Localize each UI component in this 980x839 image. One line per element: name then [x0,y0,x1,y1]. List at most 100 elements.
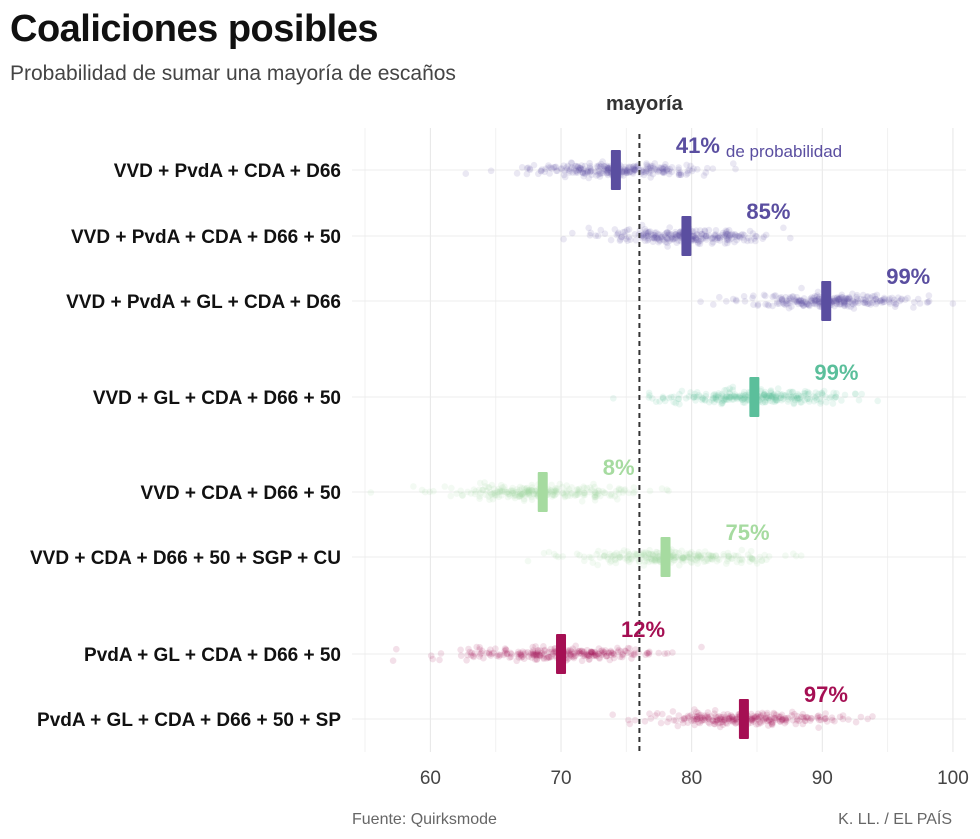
simulation-point [728,713,736,721]
simulation-point [574,486,582,493]
simulation-point [528,487,535,495]
simulation-point [803,300,810,307]
simulation-point [778,296,786,304]
simulation-point [791,298,799,305]
simulation-point [645,232,652,239]
simulation-point [817,400,824,407]
simulation-point [591,648,599,656]
simulation-point [674,232,682,240]
simulation-point [801,396,808,404]
simulation-point [716,723,724,731]
simulation-point [692,234,700,242]
simulation-point [737,231,745,239]
simulation-point [735,393,743,401]
simulation-point [709,717,716,724]
simulation-point [618,233,625,241]
simulation-point [485,649,493,656]
simulation-point [692,227,700,234]
simulation-point [490,649,497,657]
simulation-point [590,652,597,659]
simulation-point [476,650,484,658]
simulation-point [663,229,671,236]
simulation-point [599,488,606,495]
simulation-point [795,300,802,308]
simulation-point [523,484,531,492]
simulation-point [524,649,531,656]
simulation-point [759,235,766,242]
simulation-point [509,484,516,492]
simulation-point [740,391,747,398]
simulation-point [881,298,888,306]
simulation-point [533,655,541,663]
simulation-point [718,718,726,726]
simulation-point [735,233,743,240]
simulation-point [548,488,556,496]
simulation-point [670,393,678,401]
simulation-point [591,489,599,497]
simulation-point [851,390,859,398]
simulation-point [546,654,554,661]
simulation-point [851,298,859,306]
simulation-point [541,168,548,176]
simulation-point [649,238,657,245]
median-bar [681,216,692,256]
simulation-point [815,712,822,719]
simulation-point [494,489,502,496]
simulation-point [839,715,847,723]
simulation-point [817,716,825,724]
simulation-point [725,236,733,244]
simulation-point [615,551,623,558]
simulation-point [758,557,766,565]
simulation-point [631,716,639,724]
simulation-point [701,227,709,234]
simulation-point [691,393,698,401]
simulation-point [812,297,819,304]
simulation-point [553,167,560,175]
simulation-point [835,298,843,306]
simulation-point [627,236,634,243]
simulation-point [814,713,821,720]
simulation-point [525,490,532,498]
simulation-point [506,492,514,499]
simulation-point [666,237,673,244]
simulation-point [739,230,746,238]
simulation-point [521,651,528,658]
simulation-point [599,158,606,165]
simulation-point [496,488,504,495]
simulation-point [750,718,757,725]
simulation-point [804,714,812,722]
simulation-point [763,392,771,400]
simulation-point [864,293,872,300]
simulation-point [840,299,848,307]
simulation-point [662,238,669,246]
simulation-point [695,709,702,717]
simulation-point [723,228,731,235]
simulation-point [724,239,731,247]
simulation-point [799,720,807,728]
simulation-point [925,292,933,299]
simulation-point [695,552,703,560]
simulation-point [492,645,499,652]
simulation-point [503,488,511,496]
simulation-point [467,490,475,497]
simulation-point [760,390,768,398]
simulation-point [543,655,551,662]
simulation-point [552,485,559,492]
simulation-point [523,170,531,178]
simulation-point [504,650,511,658]
simulation-point [609,711,616,718]
simulation-point [911,298,918,306]
simulation-point [485,493,492,500]
simulation-point [547,487,555,495]
simulation-point [779,298,786,305]
simulation-point [720,711,727,718]
simulation-point [751,715,758,722]
simulation-point [581,489,588,497]
simulation-point [759,709,766,717]
simulation-point [695,548,703,556]
simulation-point [836,295,843,303]
simulation-point [580,648,588,655]
simulation-point [589,649,596,657]
simulation-point [665,229,673,237]
simulation-point [664,243,671,250]
